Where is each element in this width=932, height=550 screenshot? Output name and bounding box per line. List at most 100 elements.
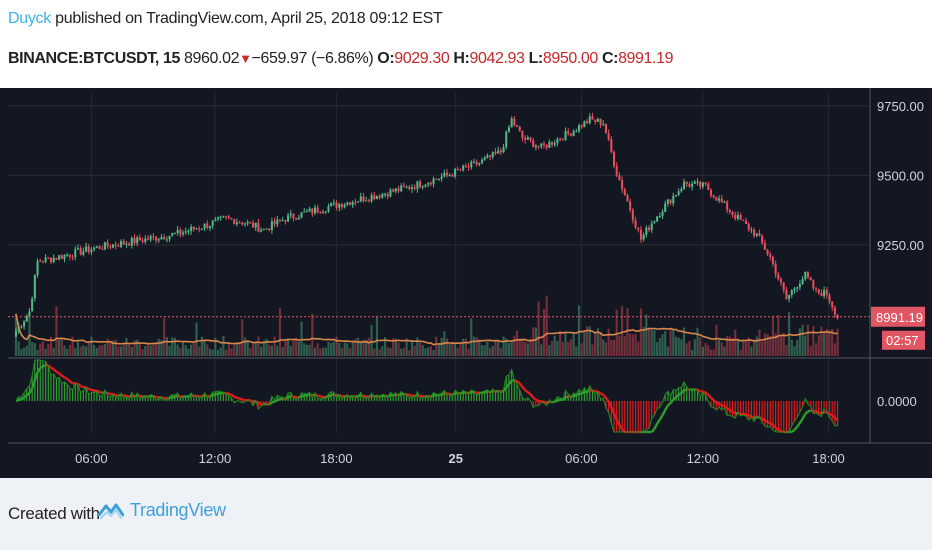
volume-bar bbox=[758, 329, 761, 356]
candle-body bbox=[365, 200, 368, 202]
candle-body bbox=[130, 238, 133, 246]
indicator-signal-line bbox=[91, 388, 95, 392]
candle-body bbox=[233, 219, 236, 225]
volume-bar bbox=[475, 336, 478, 356]
volume-bar bbox=[303, 343, 306, 356]
indicator-signal-line bbox=[600, 392, 604, 396]
volume-bar bbox=[141, 349, 144, 356]
candle-body bbox=[257, 222, 260, 232]
candle-body bbox=[235, 222, 238, 225]
indicator-signal-line bbox=[419, 394, 423, 398]
candle-body bbox=[736, 214, 739, 219]
volume-bar bbox=[656, 342, 659, 356]
candle-body bbox=[448, 174, 451, 176]
volume-bar bbox=[761, 341, 764, 356]
volume-bar bbox=[111, 340, 115, 356]
volume-bar bbox=[98, 345, 101, 356]
volume-bar bbox=[117, 346, 120, 356]
volume-bar bbox=[58, 339, 61, 356]
volume-bar bbox=[712, 349, 715, 356]
tradingview-brand[interactable]: TradingView bbox=[98, 500, 226, 521]
indicator-signal-line bbox=[804, 410, 809, 415]
volume-bar bbox=[691, 349, 694, 356]
candle-body bbox=[502, 147, 505, 153]
indicator-signal-line bbox=[365, 395, 370, 398]
candle-body bbox=[359, 196, 362, 202]
candle-body bbox=[241, 222, 244, 225]
volume-bar bbox=[292, 339, 295, 356]
volume-bar bbox=[505, 338, 508, 356]
indicator-signal-line bbox=[225, 391, 230, 395]
indicator-signal-line bbox=[777, 429, 782, 433]
volume-bar bbox=[626, 308, 629, 356]
volume-bar bbox=[246, 340, 249, 356]
indicator-signal-line bbox=[293, 395, 297, 399]
volume-bar bbox=[276, 345, 279, 356]
volume-bar bbox=[122, 343, 125, 356]
volume-bar bbox=[429, 346, 432, 356]
volume-bar bbox=[478, 339, 481, 356]
chart-area[interactable]: 9750.00 9500.00 9250.00 06:00 12:00 18:00 25 06… bbox=[0, 88, 932, 478]
candle-body bbox=[599, 118, 602, 125]
candle-body bbox=[276, 219, 279, 225]
last-price-tag bbox=[871, 306, 925, 327]
volume-bar bbox=[179, 347, 182, 356]
candle-body bbox=[155, 236, 158, 241]
volume-bar bbox=[316, 343, 319, 356]
volume-bar bbox=[254, 341, 257, 356]
volume-bar bbox=[607, 328, 610, 356]
indicator-signal-line bbox=[743, 412, 747, 416]
candle-body bbox=[208, 225, 211, 228]
volume-bar bbox=[747, 337, 750, 356]
close-label: C: bbox=[601, 50, 619, 67]
x-tick-label: 18:00 bbox=[320, 451, 353, 466]
candle-body bbox=[750, 229, 753, 231]
candle-body bbox=[607, 133, 610, 140]
indicator-signal-line bbox=[661, 409, 667, 416]
candle-body bbox=[763, 243, 766, 250]
candle-body bbox=[718, 198, 721, 201]
symbol-label[interactable]: BINANCE:BTCUSDT, 15 bbox=[8, 50, 180, 67]
volume-bar bbox=[90, 336, 93, 356]
volume-bar bbox=[499, 348, 502, 356]
volume-bar bbox=[230, 348, 233, 356]
volume-bar bbox=[330, 342, 333, 356]
open-value: 9029.30 bbox=[394, 50, 450, 67]
candle-body bbox=[470, 162, 473, 168]
candle-body bbox=[319, 212, 322, 214]
candle-body bbox=[564, 131, 567, 141]
volume-bar bbox=[440, 337, 443, 356]
indicator-signal-line bbox=[677, 392, 683, 396]
candle-body bbox=[375, 195, 378, 200]
candle-body bbox=[642, 234, 645, 240]
volume-bar bbox=[203, 339, 206, 356]
volume-bar bbox=[346, 343, 349, 356]
indicator-signal-line bbox=[721, 404, 725, 408]
candle-body bbox=[777, 274, 780, 280]
volume-bar bbox=[693, 339, 696, 356]
indicator-signal-line bbox=[602, 393, 607, 399]
candle-body bbox=[761, 235, 764, 244]
candle-body bbox=[367, 200, 370, 202]
volume-bar bbox=[435, 336, 438, 356]
volume-bar bbox=[93, 345, 96, 356]
indicator-signal-line bbox=[704, 391, 710, 396]
indicator-signal-line bbox=[769, 422, 774, 426]
price-change: −659.97 (−6.86%) bbox=[251, 50, 374, 67]
candle-body bbox=[408, 186, 411, 189]
indicator-signal-line bbox=[212, 393, 216, 397]
author-link[interactable]: Duyck bbox=[8, 10, 51, 27]
indicator-signal-line bbox=[815, 410, 820, 414]
candle-body bbox=[184, 231, 187, 233]
y-tick-label: 9250.00 bbox=[877, 238, 924, 253]
volume-bar bbox=[820, 326, 823, 356]
last-price: 8960.02 bbox=[184, 50, 240, 67]
indicator-signal-line bbox=[793, 425, 799, 431]
volume-bar bbox=[615, 309, 618, 356]
candle-body bbox=[227, 216, 230, 218]
volume-bar bbox=[462, 338, 465, 356]
candle-body bbox=[289, 213, 292, 216]
volume-bar bbox=[206, 344, 209, 356]
candle-body bbox=[467, 166, 470, 168]
candle-body bbox=[284, 220, 287, 222]
